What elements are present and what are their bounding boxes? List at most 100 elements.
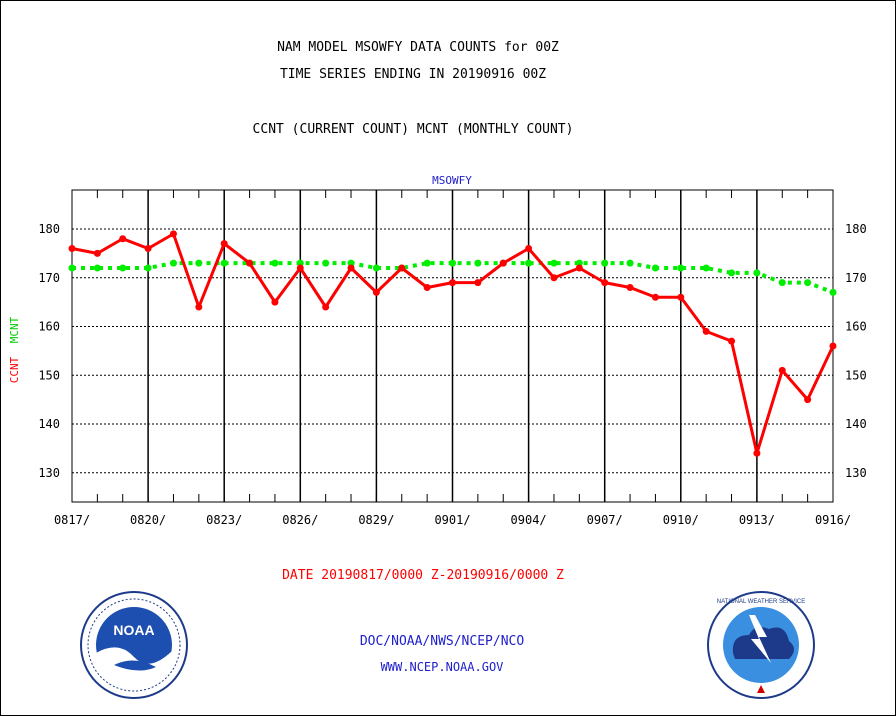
series-layer (68, 230, 837, 457)
data-point-ccnt (423, 284, 431, 291)
data-point-mcnt (119, 264, 127, 272)
y-tick-label-left: 130 (38, 466, 60, 480)
y-tick-label-right: 180 (845, 222, 867, 236)
data-point-mcnt (220, 259, 228, 267)
data-point-ccnt (271, 298, 279, 306)
nws-logo: NATIONAL WEATHER SERVICE (707, 591, 815, 699)
x-tick-label: 0829/ (358, 513, 394, 527)
data-point-ccnt (575, 264, 583, 272)
chart-title: MSOWFY (432, 174, 472, 187)
header-title: NAM MODEL MSOWFY DATA COUNTS for 00Z (277, 40, 559, 55)
y-tick-labels-right: 130 140 150 160 170 180 (845, 222, 867, 480)
data-point-ccnt (474, 279, 482, 287)
data-point-mcnt (677, 264, 685, 272)
data-point-ccnt (804, 396, 812, 404)
x-tick-label: 0901/ (434, 513, 470, 527)
x-tick-label: 0907/ (587, 513, 623, 527)
data-point-ccnt (119, 235, 127, 243)
data-point-ccnt (601, 279, 609, 287)
y-axis-label-group: CCNT MCNT (8, 316, 21, 383)
data-point-ccnt (296, 264, 304, 272)
data-point-mcnt (702, 264, 710, 272)
data-point-mcnt (753, 269, 761, 277)
data-point-mcnt (449, 259, 456, 267)
data-point-mcnt (778, 279, 786, 287)
x-tick-label: 0823/ (206, 513, 242, 527)
data-point-mcnt (829, 288, 837, 296)
data-point-mcnt (372, 264, 380, 272)
data-point-ccnt (753, 449, 761, 457)
nws-logo-text: NATIONAL WEATHER SERVICE (717, 599, 805, 605)
data-point-mcnt (728, 269, 736, 277)
data-point-ccnt (144, 245, 152, 252)
data-point-ccnt (68, 245, 76, 252)
data-point-mcnt (651, 264, 659, 272)
y-tick-label-left: 160 (38, 320, 60, 334)
data-point-mcnt (423, 259, 431, 267)
data-point-mcnt (144, 264, 152, 272)
data-point-mcnt (195, 259, 203, 267)
data-point-mcnt (322, 259, 330, 267)
data-point-mcnt (575, 259, 583, 267)
data-point-ccnt (525, 245, 533, 252)
data-point-mcnt (296, 259, 304, 267)
data-point-ccnt (702, 327, 710, 335)
x-tick-label: 0820/ (130, 513, 166, 527)
y-axis-label-mcnt: MCNT (8, 316, 21, 343)
data-point-mcnt (271, 259, 279, 267)
x-tick-label: 0910/ (663, 513, 699, 527)
data-point-mcnt (550, 259, 558, 267)
x-tick-label: 0826/ (282, 513, 318, 527)
y-tick-label-right: 160 (845, 320, 867, 334)
data-point-mcnt (169, 259, 177, 267)
footer-org: DOC/NOAA/NWS/NCEP/NCO (360, 634, 525, 649)
vertical-gridlines (147, 190, 758, 502)
data-point-ccnt (93, 249, 101, 257)
y-tick-label-left: 170 (38, 271, 60, 285)
data-point-mcnt (68, 264, 76, 272)
y-tick-label-left: 180 (38, 222, 60, 236)
noaa-logo-text: NOAA (113, 622, 154, 638)
y-tick-labels-left: 130 140 150 160 170 180 (38, 222, 60, 480)
data-point-ccnt (398, 264, 406, 272)
header-subtitle: TIME SERIES ENDING IN 20190916 00Z (280, 67, 546, 82)
data-point-ccnt (550, 274, 558, 282)
x-axis-label: DATE 20190817/0000 Z-20190916/0000 Z (282, 568, 564, 583)
data-point-mcnt (93, 264, 101, 272)
data-point-mcnt (347, 259, 355, 267)
data-point-ccnt (372, 288, 380, 296)
data-point-ccnt (195, 303, 203, 311)
data-point-ccnt (651, 293, 659, 301)
y-tick-label-left: 140 (38, 417, 60, 431)
y-tick-label-left: 150 (38, 368, 60, 382)
y-axis-label-ccnt: CCNT (8, 356, 21, 383)
noaa-logo: NOAA (80, 591, 188, 699)
data-point-mcnt (525, 259, 533, 267)
data-point-ccnt (626, 284, 634, 291)
data-point-mcnt (474, 259, 482, 267)
x-tick-label: 0916/ (815, 513, 851, 527)
data-point-mcnt (601, 259, 609, 267)
x-tick-labels: 0817/0820/0823/0826/0829/0901/0904/0907/… (54, 513, 851, 527)
y-tick-label-right: 140 (845, 417, 867, 431)
data-point-ccnt (169, 230, 177, 238)
y-tick-label-right: 170 (845, 271, 867, 285)
y-tick-label-right: 130 (845, 466, 867, 480)
data-point-ccnt (220, 240, 228, 248)
data-point-ccnt (829, 342, 837, 350)
data-point-ccnt (449, 279, 456, 287)
data-point-ccnt (322, 303, 330, 311)
x-tick-label: 0904/ (511, 513, 547, 527)
data-point-ccnt (677, 293, 685, 301)
x-tick-label: 0913/ (739, 513, 775, 527)
data-point-ccnt (778, 366, 786, 374)
data-point-mcnt (626, 259, 634, 267)
data-point-ccnt (347, 264, 355, 272)
x-tick-label: 0817/ (54, 513, 90, 527)
header-legend-description: CCNT (CURRENT COUNT) MCNT (MONTHLY COUNT… (253, 122, 574, 137)
y-tick-label-right: 150 (845, 368, 867, 382)
data-point-ccnt (728, 337, 736, 345)
data-point-mcnt (804, 279, 812, 287)
data-point-ccnt (246, 259, 254, 267)
